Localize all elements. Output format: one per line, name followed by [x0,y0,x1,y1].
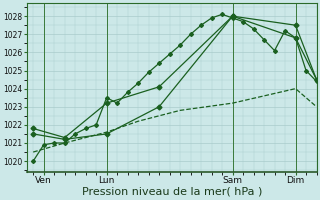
X-axis label: Pression niveau de la mer( hPa ): Pression niveau de la mer( hPa ) [82,187,262,197]
